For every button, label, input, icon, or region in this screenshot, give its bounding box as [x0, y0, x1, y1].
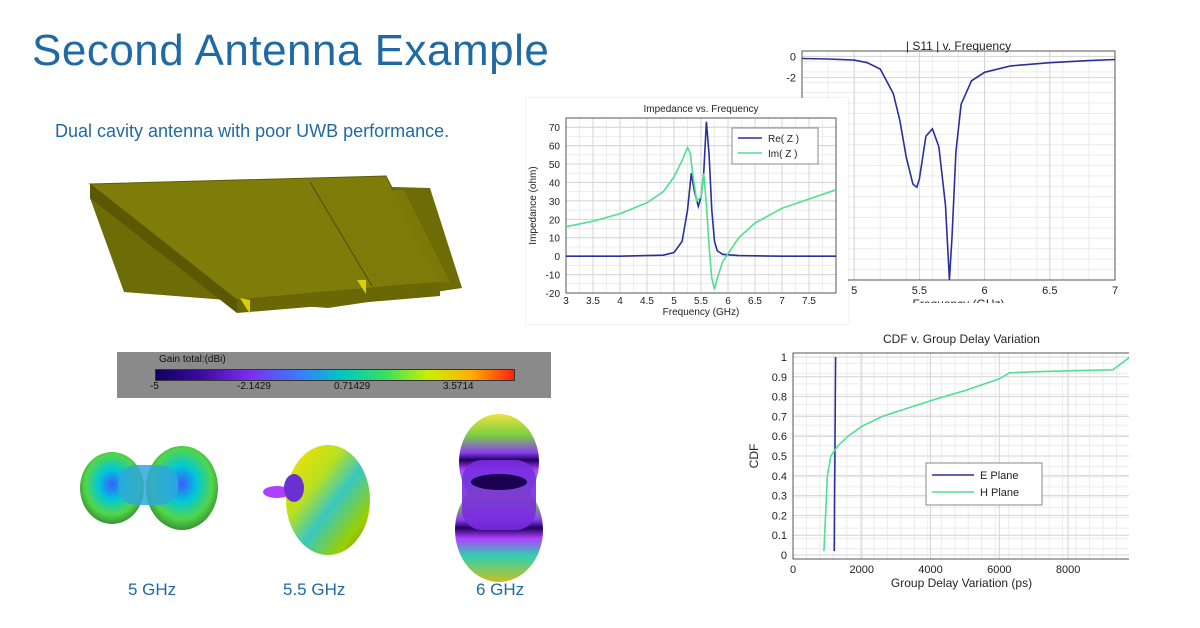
- gain-pattern-5-5ghz: [263, 445, 370, 555]
- x-tick-label: 0: [790, 564, 796, 576]
- x-axis-label: Frequency (GHz): [912, 297, 1004, 303]
- y-tick-label: 0.6: [772, 431, 787, 443]
- y-tick-label: 0.2: [772, 510, 787, 522]
- chart-title: CDF v. Group Delay Variation: [883, 332, 1040, 346]
- x-tick-label: 3.5: [586, 296, 600, 307]
- gain-pattern-5ghz: [80, 446, 218, 530]
- chart-title: Impedance vs. Frequency: [643, 104, 758, 115]
- x-axis-label: Frequency (GHz): [663, 307, 740, 318]
- legend-label: H Plane: [980, 487, 1019, 499]
- legend-label: Im( Z ): [768, 149, 797, 160]
- y-tick-label: 0: [790, 51, 796, 63]
- series-line: [802, 57, 1115, 280]
- x-tick-label: 5.5: [694, 296, 708, 307]
- gain-pattern-6ghz: [455, 414, 543, 582]
- cdf-chart: 0 2000 4000 6000 8000 1 0.9 0.8 0.7 0.6 0.5 0.4 0.3 0…: [747, 332, 1129, 590]
- y-tick-label: 0: [781, 550, 787, 562]
- colorbar-tick: -2.1429: [237, 381, 271, 392]
- x-tick-label: 8000: [1056, 564, 1080, 576]
- pattern-label-6ghz: 6 GHz: [476, 580, 525, 599]
- y-tick-label: 0.1: [772, 530, 787, 542]
- x-tick-label: 5: [851, 285, 857, 297]
- pattern-label-5ghz: 5 GHz: [128, 580, 177, 599]
- x-tick-label: 6000: [987, 564, 1011, 576]
- y-tick-label: 60: [549, 142, 561, 153]
- x-tick-label: 5.5: [912, 285, 927, 297]
- x-tick-label: 5: [671, 296, 677, 307]
- x-tick-label: 4: [617, 296, 623, 307]
- slide-subtitle: Dual cavity antenna with poor UWB perfor…: [55, 121, 450, 141]
- x-tick-label: 2000: [850, 564, 874, 576]
- y-axis-label: Impedance (ohm): [528, 166, 539, 244]
- x-tick-label: 6.5: [748, 296, 762, 307]
- legend-label: E Plane: [980, 470, 1019, 482]
- legend-box: [731, 127, 819, 165]
- x-tick-label: 7: [779, 296, 785, 307]
- y-tick-label: 1: [781, 352, 787, 364]
- colorbar-label: Gain total:(dBi): [159, 354, 226, 365]
- series-line: [566, 145, 836, 290]
- x-tick-label: 4000: [918, 564, 942, 576]
- antenna-model-illustration: [88, 175, 462, 314]
- y-tick-label: -2: [786, 73, 796, 85]
- x-tick-label: 6.5: [1042, 285, 1057, 297]
- colorbar-tick: 0.71429: [334, 381, 371, 392]
- impedance-chart: 3 3.5 4 4.5 5 5.5 6 6.5 7 7.5 70 60 50 40 30 20 10 0 -10 -2…: [528, 104, 837, 318]
- chart-title: | S11 | v. Frequency: [906, 39, 1011, 53]
- y-tick-label: 0.5: [772, 451, 787, 463]
- x-tick-label: 6: [725, 296, 731, 307]
- legend-label: Re( Z ): [768, 134, 799, 145]
- plot-frame: [792, 352, 1129, 560]
- gain-colorbar: Gain total:(dBi) -5 -2.1429 0.71429 3.57…: [117, 352, 551, 398]
- x-tick-label: 3: [563, 296, 569, 307]
- cdf-chart-panel: 0 2000 4000 6000 8000 1 0.9 0.8 0.7 0.6 0.5 0.4 0.3 0…: [746, 325, 1129, 596]
- y-tick-label: 0.7: [772, 411, 787, 423]
- series-line: [833, 356, 837, 552]
- y-tick-label: 20: [549, 215, 561, 226]
- legend-box: [925, 462, 1043, 506]
- y-tick-label: 50: [549, 160, 561, 171]
- y-tick-label: 70: [549, 123, 561, 134]
- pattern-label-5-5ghz: 5.5 GHz: [283, 580, 346, 599]
- colorbar-tick: 3.5714: [443, 381, 474, 392]
- y-tick-label: 0.3: [772, 491, 787, 503]
- gain-pattern-illustrations: [80, 414, 543, 582]
- y-tick-label: 0.8: [772, 392, 787, 404]
- plot-frame: [565, 117, 837, 294]
- colorbar-gradient: [155, 369, 515, 381]
- y-tick-label: -20: [546, 289, 561, 300]
- y-tick-label: 30: [549, 197, 561, 208]
- x-tick-label: 6: [982, 285, 988, 297]
- slide-title: Second Antenna Example: [32, 26, 550, 75]
- x-tick-label: 7.5: [802, 296, 816, 307]
- y-tick-label: 10: [549, 234, 561, 245]
- x-axis-label: Group Delay Variation (ps): [891, 576, 1032, 590]
- x-tick-label: 7: [1112, 285, 1118, 297]
- y-tick-label: -10: [546, 271, 561, 282]
- colorbar-tick: -5: [150, 381, 159, 392]
- y-axis-label: CDF: [747, 444, 761, 469]
- impedance-chart-panel: 3 3.5 4 4.5 5 5.5 6 6.5 7 7.5 70 60 50 40 30 20 10 0 -10 -2…: [526, 98, 848, 324]
- y-tick-label: 0.4: [772, 471, 787, 483]
- series-line: [823, 356, 1129, 552]
- x-tick-label: 4.5: [640, 296, 654, 307]
- y-tick-label: 0: [554, 252, 560, 263]
- y-tick-label: 0.9: [772, 372, 787, 384]
- y-tick-label: 40: [549, 178, 561, 189]
